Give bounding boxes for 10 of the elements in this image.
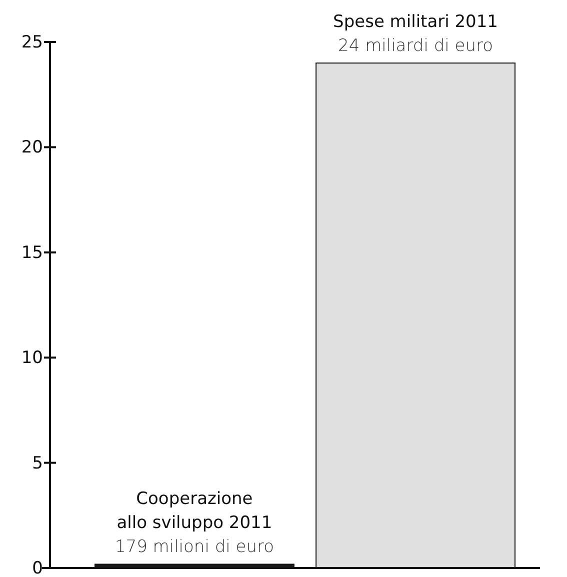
y-tick-label: 0 <box>32 558 43 577</box>
y-tick-label: 5 <box>32 453 43 474</box>
x-tick-label: Cooperazione allo sviluppo 2011 <box>116 489 272 534</box>
y-tick-label: 15 <box>21 242 43 263</box>
y-tick-label: 10 <box>21 348 43 368</box>
y-tick-label: 25 <box>21 32 43 52</box>
annotation: 179 milioni di euro <box>114 537 274 558</box>
x-tick-label: Spese militari 2011 <box>333 12 498 32</box>
annotation: 24 miliardi di euro <box>338 36 494 56</box>
y-tick-label: 20 <box>21 138 43 158</box>
